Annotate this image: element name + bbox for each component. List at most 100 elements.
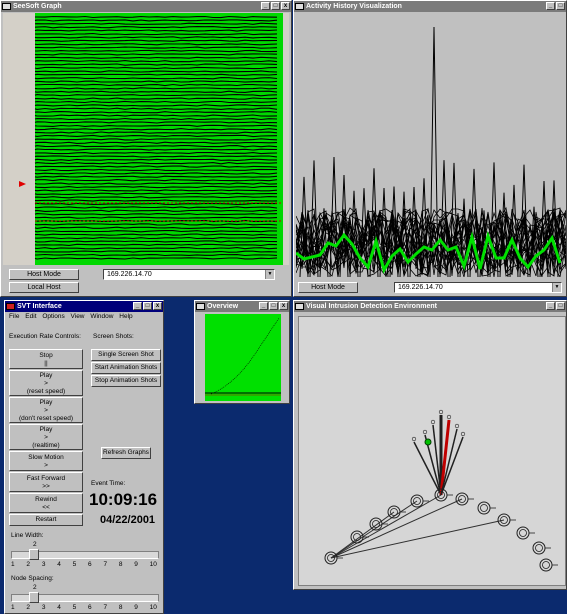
overview-canvas[interactable] — [205, 314, 281, 401]
seesoft-line — [34, 185, 278, 189]
seesoft-line — [34, 250, 278, 253]
window-app-icon — [2, 3, 11, 10]
seesoft-line — [34, 46, 278, 49]
slow-motion-button[interactable]: Slow Motion > — [9, 451, 83, 471]
menu-window[interactable]: Window — [90, 313, 114, 320]
pause-icon: || — [44, 360, 48, 367]
vide-canvas[interactable] — [298, 316, 566, 586]
stop-button[interactable]: Stop || — [9, 349, 83, 369]
node-spacing-slider-thumb[interactable] — [29, 592, 39, 603]
maximize-icon[interactable]: □ — [143, 302, 152, 310]
seesoft-title: SeeSoft Graph — [13, 3, 62, 10]
spike-node — [446, 414, 452, 420]
activity-host-select[interactable]: 169.226.14.70 ▼ — [394, 282, 562, 293]
fast-forward-button[interactable]: Fast Forward >> — [9, 472, 83, 492]
play-label: Play — [39, 426, 53, 433]
event-date-value: 04/22/2001 — [100, 514, 156, 526]
spike-node — [438, 409, 444, 415]
tick-label: 5 — [72, 561, 77, 568]
menu-file[interactable]: File — [9, 313, 20, 320]
refresh-graphs-button[interactable]: Refresh Graphs — [101, 447, 151, 459]
single-screen-shot-button[interactable]: Single Screen Shot — [91, 349, 161, 361]
maximize-icon[interactable]: □ — [271, 2, 280, 10]
menu-help[interactable]: Help — [119, 313, 133, 320]
menu-options[interactable]: Options — [42, 313, 65, 320]
chevron-down-icon[interactable]: ▼ — [265, 270, 274, 279]
host-node-inner — [542, 561, 550, 569]
menu-view[interactable]: View — [70, 313, 85, 320]
overview-titlebar[interactable]: Overview _ □ x — [195, 301, 289, 312]
stop-animation-shots-button[interactable]: Stop Animation Shots — [91, 375, 161, 387]
host-node-inner — [480, 504, 488, 512]
tick-label: 1 — [11, 561, 15, 568]
seesoft-line — [34, 22, 278, 25]
vide-titlebar[interactable]: Visual Intrusion Detection Environment _… — [294, 301, 566, 312]
seesoft-titlebar[interactable]: SeeSoft Graph _ □ x — [1, 1, 291, 12]
activity-spike — [349, 190, 359, 277]
seesoft-line — [34, 247, 278, 250]
seesoft-line — [34, 192, 277, 195]
rewind-button[interactable]: Rewind << — [9, 493, 83, 513]
seesoft-line — [34, 39, 278, 42]
minimize-icon[interactable]: _ — [261, 2, 270, 10]
svt-menubar: File Edit Options View Window Help — [5, 312, 133, 322]
minimize-icon[interactable]: _ — [259, 302, 268, 310]
fast-forward-icon: >> — [42, 483, 50, 490]
seesoft-line — [34, 175, 278, 178]
restart-button[interactable]: Restart — [9, 514, 83, 526]
host-mode-button[interactable]: Host Mode — [9, 269, 79, 280]
minimize-icon[interactable]: _ — [133, 302, 142, 310]
start-animation-shots-button[interactable]: Start Animation Shots — [91, 362, 161, 374]
maximize-icon[interactable]: □ — [556, 2, 565, 10]
activity-ip-value: 169.226.14.70 — [398, 284, 443, 291]
maximize-icon[interactable]: □ — [269, 302, 278, 310]
close-icon[interactable]: x — [281, 2, 290, 10]
tick-label: 10 — [149, 561, 157, 568]
seesoft-line — [34, 117, 278, 121]
menu-edit[interactable]: Edit — [25, 313, 37, 320]
play-realtime-button[interactable]: Play > (realtime) — [9, 424, 83, 450]
activity-spike — [429, 26, 439, 277]
activity-trace — [296, 207, 566, 277]
seesoft-canvas[interactable] — [3, 13, 289, 265]
play-reset-speed-button[interactable]: Play > (reset speed) — [9, 370, 83, 396]
activity-canvas[interactable] — [296, 13, 566, 277]
window-app-icon — [295, 303, 304, 310]
tick-label: 4 — [57, 604, 61, 611]
tick-label: 6 — [88, 561, 92, 568]
close-icon[interactable]: x — [153, 302, 162, 310]
chevron-down-icon[interactable]: ▼ — [552, 283, 561, 292]
host-node-inner — [437, 491, 445, 499]
seesoft-line — [34, 80, 278, 83]
node-spacing-slider[interactable] — [11, 592, 159, 603]
seesoft-line — [35, 49, 278, 53]
play-no-reset-button[interactable]: Play > (don't reset speed) — [9, 397, 83, 423]
seesoft-host-select[interactable]: 169.226.14.70 ▼ — [103, 269, 275, 280]
line-width-slider[interactable] — [11, 549, 159, 560]
exec-rate-label: Execution Rate Controls: — [9, 333, 81, 340]
maximize-icon[interactable]: □ — [556, 302, 565, 310]
seesoft-line — [34, 151, 278, 155]
vide-graph — [324, 409, 558, 572]
activity-host-mode-button[interactable]: Host Mode — [298, 282, 358, 293]
seesoft-line — [34, 202, 277, 206]
seesoft-line — [34, 257, 278, 260]
seesoft-line — [34, 87, 278, 90]
activity-titlebar[interactable]: Activity History Visualization _ □ — [294, 1, 566, 12]
green-node — [424, 438, 432, 446]
tick-label: 8 — [118, 561, 123, 568]
pointer-arrow-icon — [19, 181, 26, 187]
activity-spike-line — [413, 441, 442, 496]
close-icon[interactable]: x — [279, 302, 288, 310]
minimize-icon[interactable]: _ — [546, 2, 555, 10]
line-width-ticks: 1 2 3 4 5 6 7 8 9 10 — [11, 561, 157, 568]
svt-titlebar[interactable]: SVT Interface _ □ x — [5, 301, 163, 312]
play-icon: > — [44, 462, 48, 469]
local-host-button[interactable]: Local Host — [9, 282, 79, 293]
svt-window: SVT Interface _ □ x File Edit Options Vi… — [4, 300, 164, 614]
line-width-slider-thumb[interactable] — [29, 549, 39, 560]
seesoft-line — [34, 236, 278, 240]
minimize-icon[interactable]: _ — [546, 302, 555, 310]
seesoft-window: SeeSoft Graph _ □ x Host Mode Local Host… — [0, 0, 292, 297]
seesoft-line — [34, 148, 278, 151]
